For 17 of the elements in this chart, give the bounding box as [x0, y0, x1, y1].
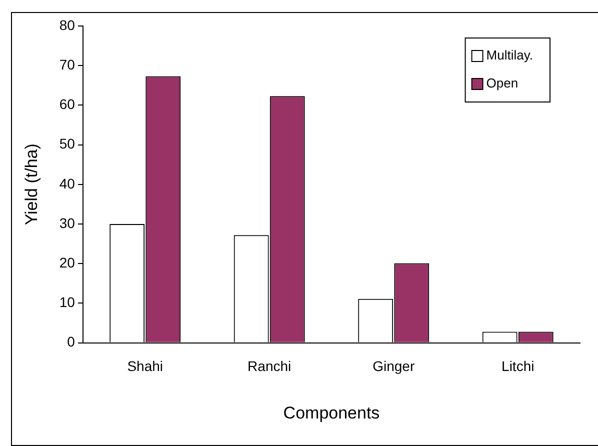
y-tick-label: 50 [59, 136, 76, 152]
y-tick-label: 60 [59, 96, 76, 112]
y-tick-label: 0 [67, 334, 76, 350]
x-tick-label: Shahi [127, 358, 164, 374]
y-tick-label: 10 [59, 294, 76, 310]
y-tick-label: 40 [59, 175, 76, 192]
x-axis-title: Components [283, 403, 380, 422]
x-tick-label: Ginger [372, 358, 415, 374]
legend-label: Open [486, 76, 518, 91]
y-tick-label: 20 [59, 254, 76, 270]
y-tick-label: 30 [59, 214, 76, 231]
x-tick-label: Ranchi [248, 358, 292, 374]
legend-label: Multilay. [486, 48, 534, 63]
y-tick-label: 70 [59, 56, 76, 72]
x-tick-label: Litchi [502, 358, 534, 374]
y-tick-label: 80 [59, 16, 76, 33]
y-axis-title: Yield (t/ha) [22, 144, 41, 226]
